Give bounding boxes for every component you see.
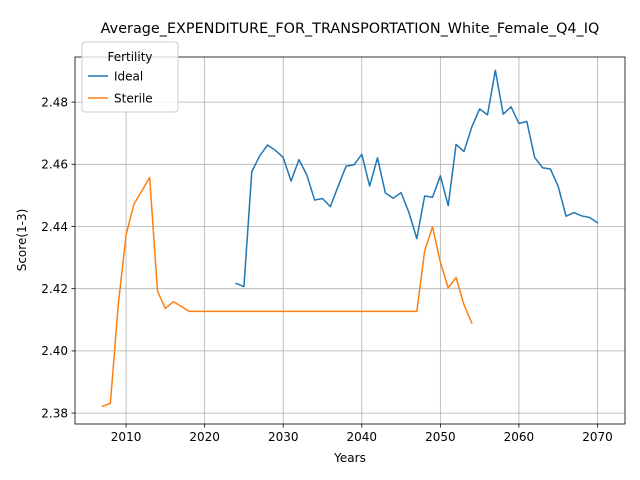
y-tick-label: 2.46 bbox=[41, 158, 68, 172]
x-tick-label: 2010 bbox=[111, 430, 142, 444]
grid bbox=[75, 57, 625, 424]
chart-title: Average_EXPENDITURE_FOR_TRANSPORTATION_W… bbox=[101, 21, 600, 37]
y-axis-label: Score(1-3) bbox=[15, 209, 29, 272]
x-tick-label: 2030 bbox=[268, 430, 299, 444]
y-tick-label: 2.40 bbox=[41, 344, 68, 358]
series-layer bbox=[101, 69, 599, 408]
x-tick-label: 2060 bbox=[504, 430, 535, 444]
plot-area-frame bbox=[74, 56, 626, 425]
x-tick-label: 2050 bbox=[425, 430, 456, 444]
x-axis-label: Years bbox=[333, 451, 366, 465]
y-tick-label: 2.38 bbox=[41, 406, 68, 420]
series-line-sterile bbox=[101, 176, 473, 408]
y-tick-label: 2.42 bbox=[41, 282, 68, 296]
y-tick-label: 2.44 bbox=[41, 220, 68, 234]
legend: Fertility Ideal Sterile bbox=[81, 41, 179, 113]
legend-title: Fertility bbox=[107, 50, 152, 64]
y-tick-label: 2.48 bbox=[41, 95, 68, 109]
axis-ticks: 2010 2020 2030 2040 2050 2060 2070 2.38 2.40 2.42… bbox=[41, 95, 612, 444]
legend-label-sterile: Sterile bbox=[114, 92, 153, 106]
legend-label-ideal: Ideal bbox=[114, 70, 143, 84]
series-line-ideal bbox=[235, 69, 599, 288]
x-tick-label: 2020 bbox=[189, 430, 220, 444]
legend-box bbox=[81, 41, 179, 113]
x-tick-label: 2040 bbox=[347, 430, 378, 444]
x-tick-label: 2070 bbox=[582, 430, 613, 444]
